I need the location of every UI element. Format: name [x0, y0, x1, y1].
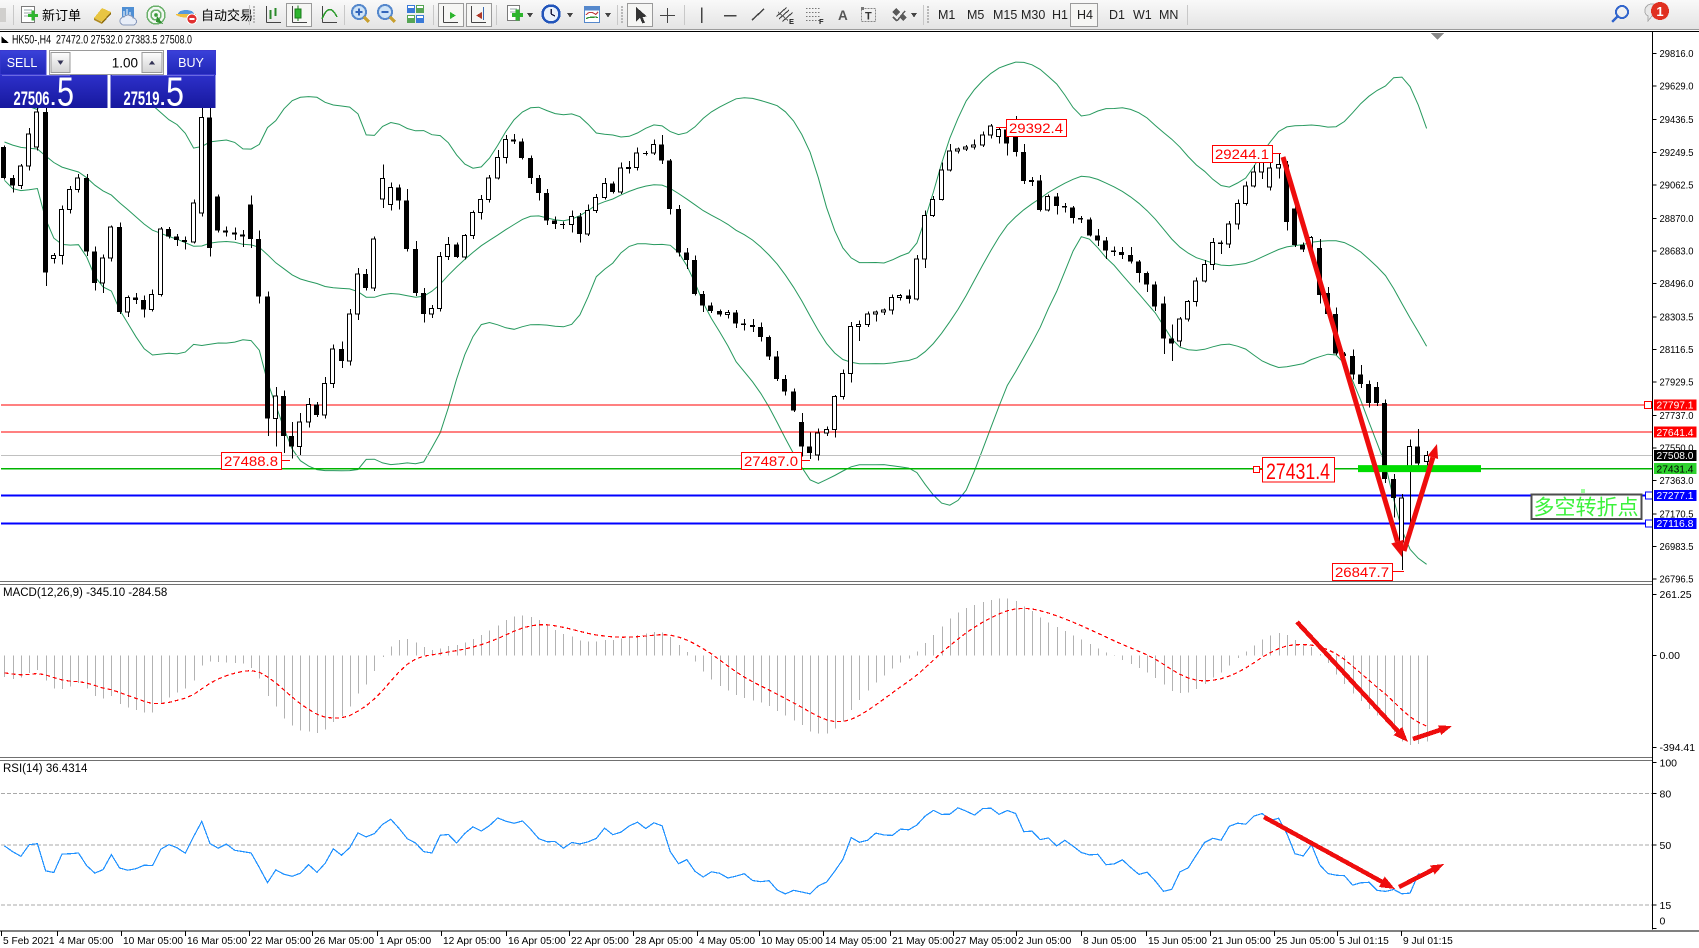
svg-text:80: 80 [1660, 789, 1672, 801]
svg-text:A: A [838, 8, 848, 23]
svg-text:100: 100 [1660, 758, 1678, 770]
svg-text:多空转折点: 多空转折点 [1534, 497, 1639, 520]
svg-text:50: 50 [1660, 840, 1672, 852]
svg-text:HK50-,H4 27472.0 27532.0 2738: HK50-,H4 27472.0 27532.0 27383.5 27508.0 [12, 35, 192, 47]
svg-text:27929.5: 27929.5 [1660, 377, 1694, 389]
svg-text:0.00: 0.00 [1660, 650, 1681, 662]
svg-text:28496.0: 28496.0 [1660, 278, 1694, 290]
svg-text:27170.5: 27170.5 [1660, 509, 1694, 521]
svg-text:8 Jun 05:00: 8 Jun 05:00 [1083, 936, 1137, 947]
svg-text:21 May 05:00: 21 May 05:00 [892, 936, 954, 947]
svg-text:14 May 05:00: 14 May 05:00 [825, 936, 887, 947]
svg-text:5 Feb 2021: 5 Feb 2021 [3, 936, 55, 947]
svg-text:27737.0: 27737.0 [1660, 410, 1694, 422]
svg-text:M1: M1 [938, 8, 955, 22]
svg-text:28116.5: 28116.5 [1660, 344, 1694, 356]
svg-text:28 Apr 05:00: 28 Apr 05:00 [635, 936, 693, 947]
svg-text:22 Apr 05:00: 22 Apr 05:00 [571, 936, 629, 947]
svg-text:5 Jul 01:15: 5 Jul 01:15 [1339, 936, 1389, 947]
svg-text:27519: 27519 [124, 89, 160, 110]
svg-text:H1: H1 [1052, 8, 1068, 22]
svg-text:4 May 05:00: 4 May 05:00 [699, 936, 755, 947]
svg-text:27487.0: 27487.0 [744, 453, 798, 469]
svg-text:27431.4: 27431.4 [1266, 459, 1330, 484]
svg-text:1.00: 1.00 [112, 56, 138, 71]
svg-text:27116.8: 27116.8 [1657, 518, 1694, 530]
svg-text:27 May 05:00: 27 May 05:00 [955, 936, 1017, 947]
svg-text:.: . [160, 89, 165, 110]
svg-text:BUY: BUY [178, 56, 204, 70]
svg-text:H4: H4 [1077, 8, 1093, 22]
svg-text:26 Mar 05:00: 26 Mar 05:00 [314, 936, 374, 947]
svg-text:W1: W1 [1133, 8, 1152, 22]
svg-text:28303.5: 28303.5 [1660, 311, 1694, 323]
svg-text:5: 5 [57, 69, 74, 115]
svg-text:D1: D1 [1109, 8, 1125, 22]
svg-text:25 Jun 05:00: 25 Jun 05:00 [1276, 936, 1335, 947]
svg-text:27277.1: 27277.1 [1657, 490, 1694, 502]
svg-text:自动交易: 自动交易 [201, 8, 253, 23]
svg-text:29249.5: 29249.5 [1660, 147, 1694, 159]
svg-text:22 Mar 05:00: 22 Mar 05:00 [251, 936, 311, 947]
svg-text:10 May 05:00: 10 May 05:00 [761, 936, 823, 947]
svg-text:E: E [789, 17, 794, 26]
svg-text:16 Mar 05:00: 16 Mar 05:00 [187, 936, 247, 947]
svg-text:27506: 27506 [14, 89, 50, 110]
svg-text:0: 0 [1660, 916, 1666, 928]
svg-text:27488.8: 27488.8 [224, 453, 278, 469]
svg-text:F: F [819, 17, 824, 26]
svg-text:28870.0: 28870.0 [1660, 213, 1694, 225]
svg-text:9 Jul 01:15: 9 Jul 01:15 [1403, 936, 1453, 947]
svg-text:29629.0: 29629.0 [1660, 81, 1694, 93]
svg-text:M5: M5 [967, 8, 984, 22]
svg-text:RSI(14) 36.4314: RSI(14) 36.4314 [3, 763, 88, 775]
svg-text:27508.0: 27508.0 [1657, 450, 1694, 462]
svg-text:1 Apr 05:00: 1 Apr 05:00 [379, 936, 431, 947]
svg-text:27363.0: 27363.0 [1660, 475, 1694, 487]
svg-text:26847.7: 26847.7 [1335, 564, 1389, 580]
svg-text:新订单: 新订单 [42, 8, 81, 23]
svg-text:4 Mar 05:00: 4 Mar 05:00 [59, 936, 114, 947]
svg-text:MACD(12,26,9) -345.10 -284.58: MACD(12,26,9) -345.10 -284.58 [3, 587, 167, 599]
svg-text:T: T [865, 11, 872, 23]
svg-text:261.25: 261.25 [1660, 589, 1692, 601]
svg-text:MN: MN [1159, 8, 1178, 22]
svg-text:27431.4: 27431.4 [1657, 463, 1694, 475]
svg-text:29816.0: 29816.0 [1660, 48, 1694, 60]
svg-text:SELL: SELL [7, 56, 38, 70]
svg-text:26983.5: 26983.5 [1660, 541, 1694, 553]
svg-text:27797.1: 27797.1 [1657, 400, 1694, 412]
svg-text:29436.5: 29436.5 [1660, 114, 1694, 126]
svg-text:28683.0: 28683.0 [1660, 245, 1694, 257]
svg-text:29392.4: 29392.4 [1009, 120, 1063, 136]
svg-text:29244.1: 29244.1 [1215, 146, 1269, 162]
svg-text:10 Mar 05:00: 10 Mar 05:00 [123, 936, 183, 947]
svg-text:.: . [51, 89, 56, 110]
svg-text:27641.4: 27641.4 [1657, 427, 1694, 439]
svg-text:5: 5 [166, 69, 184, 115]
svg-text:15 Jun 05:00: 15 Jun 05:00 [1148, 936, 1207, 947]
svg-text:M30: M30 [1021, 8, 1045, 22]
svg-text:2 Jun 05:00: 2 Jun 05:00 [1018, 936, 1072, 947]
svg-text:21 Jun 05:00: 21 Jun 05:00 [1212, 936, 1271, 947]
svg-text:29062.5: 29062.5 [1660, 179, 1694, 191]
svg-text:-394.41: -394.41 [1660, 742, 1696, 754]
svg-text:26796.5: 26796.5 [1660, 574, 1694, 586]
svg-text:M15: M15 [993, 8, 1017, 22]
svg-text:15: 15 [1660, 900, 1672, 912]
svg-text:12 Apr 05:00: 12 Apr 05:00 [443, 936, 501, 947]
svg-text:1: 1 [1656, 4, 1663, 19]
svg-text:16 Apr 05:00: 16 Apr 05:00 [508, 936, 566, 947]
